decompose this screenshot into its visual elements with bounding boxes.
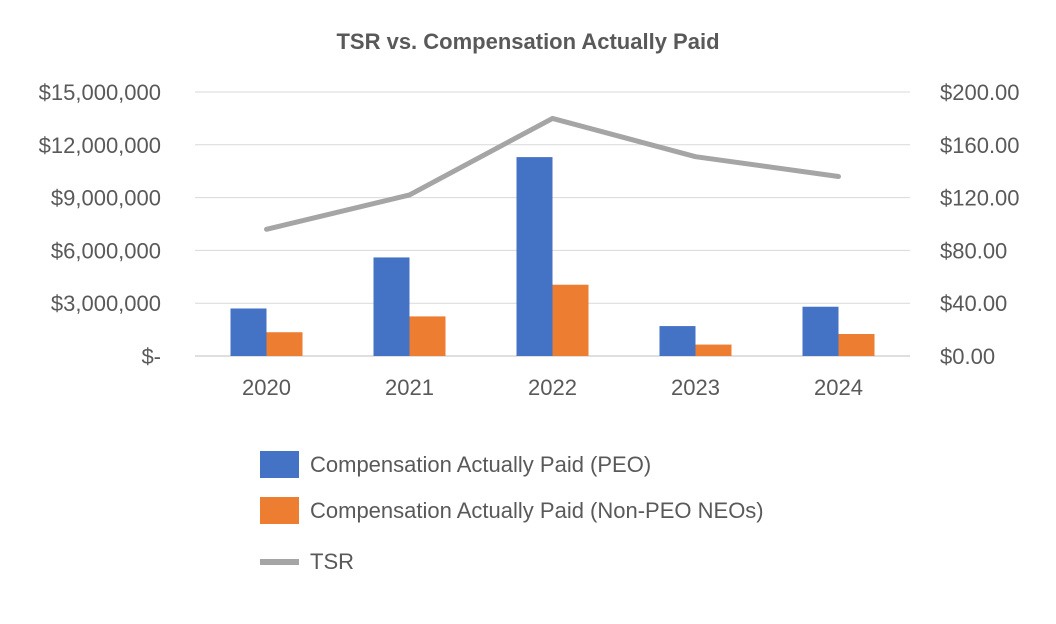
bar-peo [802,306,839,356]
legend-swatch-non-peo [260,497,299,524]
bar-peo [659,326,696,356]
right-axis-tick-label: $160.00 [940,133,1020,158]
right-axis-tick-label: $120.00 [940,186,1020,211]
legend: Compensation Actually Paid (PEO) Compens… [260,451,764,574]
bar-non-peo [409,316,446,356]
left-axis-tick-label: $9,000,000 [51,186,161,211]
right-axis-tick-label: $0.00 [940,344,995,369]
bar-non-peo [838,334,875,356]
x-axis-tick-label: 2024 [814,375,863,400]
right-axis-tick-label: $40.00 [940,291,1007,316]
left-axis-tick-label: $3,000,000 [51,291,161,316]
bar-peo [230,308,267,356]
legend-swatch-peo [260,451,299,478]
left-axis-tick-label: $6,000,000 [51,238,161,263]
tsr-line [264,115,841,232]
left-axis-tick-label: $15,000,000 [39,80,161,105]
x-axis-tick-label: 2022 [528,375,577,400]
bar-non-peo [695,344,732,356]
x-axis-tick-label: 2021 [385,375,434,400]
left-axis: $- $3,000,000 $6,000,000 $9,000,000 $12,000,… [39,80,161,369]
tsr-line-group [264,115,841,232]
x-axis-tick-label: 2020 [242,375,291,400]
x-axis-tick-label: 2023 [671,375,720,400]
right-axis-tick-label: $80.00 [940,238,1007,263]
bar-peo [373,257,410,356]
right-axis: $0.00 $40.00 $80.00 $120.00 $160.00 $200.00 [940,80,1020,369]
legend-label-tsr: TSR [310,549,354,574]
bar-non-peo [552,284,589,356]
bars [230,157,875,356]
legend-label-non-peo: Compensation Actually Paid (Non-PEO NEOs… [310,498,764,523]
left-axis-tick-label: $12,000,000 [39,133,161,158]
x-axis: 2020 2021 2022 2023 2024 [242,375,863,400]
left-axis-tick-label: $- [141,344,161,369]
right-axis-tick-label: $200.00 [940,80,1020,105]
chart-title: TSR vs. Compensation Actually Paid [336,29,719,54]
bar-peo [516,157,553,356]
bar-non-peo [266,332,303,356]
legend-label-peo: Compensation Actually Paid (PEO) [310,452,651,477]
